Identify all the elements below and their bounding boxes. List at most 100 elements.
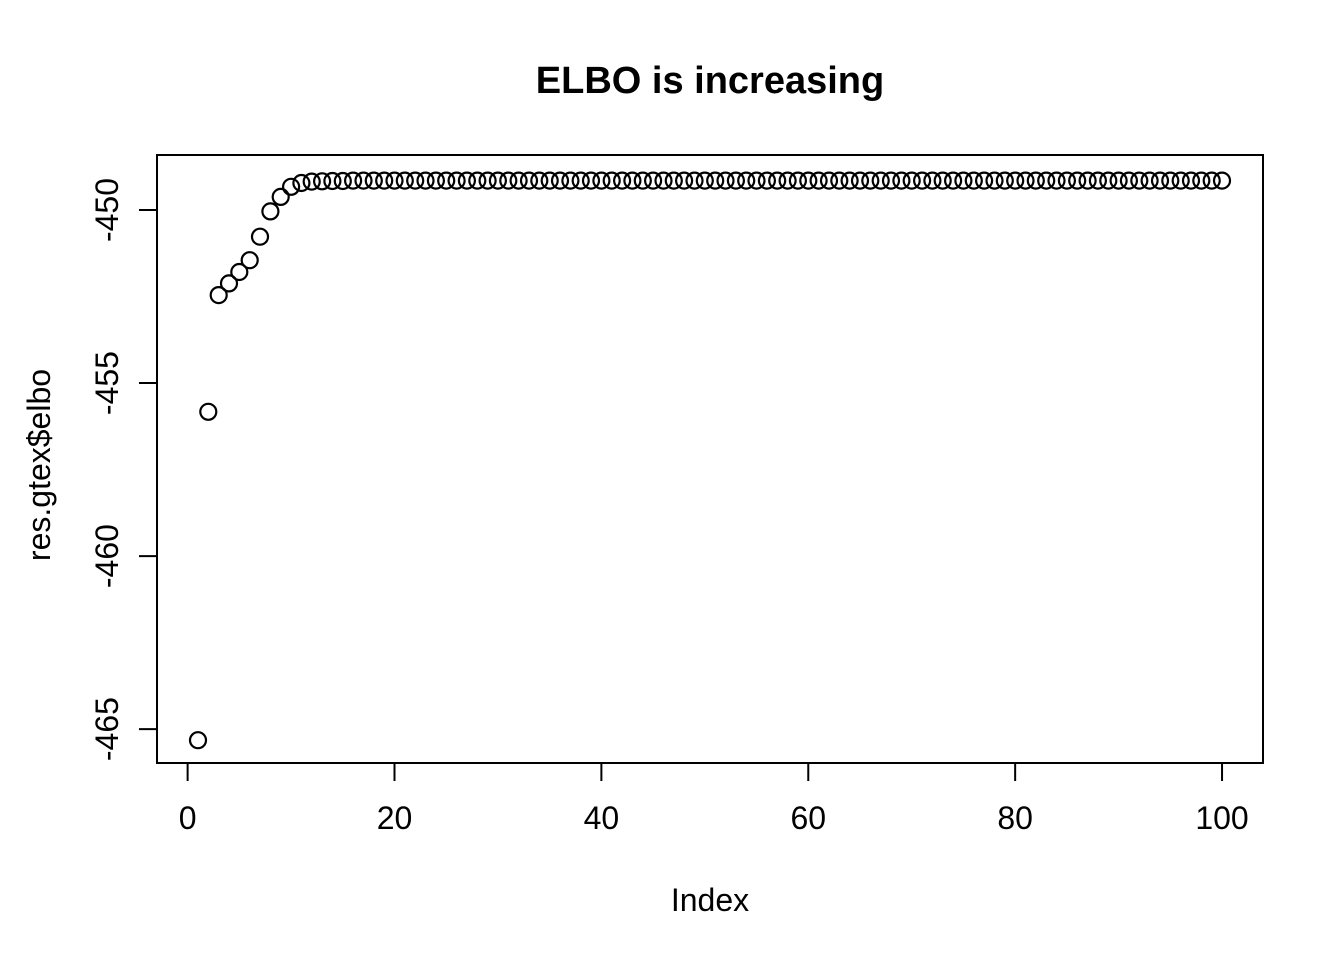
data-point: [716, 171, 735, 190]
data-point: [230, 262, 249, 282]
x-tick-label: 20: [377, 800, 413, 836]
data-point: [1078, 171, 1097, 190]
data-point: [706, 171, 725, 190]
data-point: [726, 171, 746, 190]
data-point: [199, 402, 218, 421]
data-point: [509, 171, 528, 190]
data-point: [809, 171, 828, 190]
plot-box: [156, 154, 1264, 764]
data-point: [799, 171, 818, 190]
data-point: [292, 173, 311, 193]
data-point: [985, 171, 1004, 190]
data-point: [1099, 171, 1118, 190]
data-point: [1212, 171, 1232, 190]
data-point: [550, 171, 570, 190]
x-axis-ticks: 0 20 40 60 80 100: [179, 763, 1249, 836]
data-point: [478, 171, 497, 190]
data-point: [499, 171, 518, 190]
x-tick-label: 80: [997, 800, 1033, 836]
data-point: [395, 171, 414, 190]
data-point: [282, 177, 301, 196]
data-point: [1171, 171, 1190, 190]
data-point: [561, 171, 580, 190]
data-point: [943, 171, 963, 190]
data-point: [871, 171, 890, 190]
data-point: [757, 171, 777, 190]
data-point: [912, 171, 932, 190]
data-point: [437, 171, 456, 190]
data-point: [447, 171, 466, 190]
data-point: [1047, 171, 1066, 190]
data-point: [581, 171, 601, 190]
data-point: [571, 171, 590, 190]
data-point: [219, 274, 239, 293]
data-point: [1016, 171, 1035, 190]
data-point: [302, 172, 321, 191]
data-point: [902, 171, 921, 190]
data-point: [788, 171, 808, 190]
data-point: [933, 171, 952, 190]
data-point: [892, 171, 911, 190]
data-point: [654, 171, 673, 190]
data-point: [923, 171, 942, 190]
x-tick-label: 60: [790, 800, 826, 836]
data-point: [1140, 171, 1159, 190]
data-point: [468, 171, 487, 190]
data-point: [519, 171, 539, 190]
data-point: [685, 171, 704, 190]
data-point: [1006, 171, 1025, 190]
data-point: [323, 171, 342, 191]
data-point: [840, 171, 859, 190]
data-point: [188, 731, 208, 750]
data-point: [850, 171, 870, 190]
data-point: [778, 171, 797, 190]
data-point: [819, 171, 839, 190]
data-point: [995, 171, 1014, 190]
data-point: [488, 171, 507, 190]
y-tick-label: -465: [89, 697, 125, 761]
data-point: [1202, 171, 1221, 190]
data-point: [612, 171, 632, 190]
data-point: [1057, 171, 1077, 190]
data-point: [426, 171, 445, 190]
y-tick-label: -450: [89, 178, 125, 242]
data-point: [209, 286, 228, 305]
data-point: [1109, 171, 1128, 190]
data-point: [1119, 171, 1139, 190]
data-point: [1192, 171, 1211, 190]
data-point: [830, 171, 849, 190]
data-point: [354, 171, 373, 190]
data-point: [406, 171, 425, 190]
data-point: [633, 171, 652, 190]
x-tick-label: 100: [1195, 800, 1248, 836]
data-point: [881, 171, 901, 190]
data-point: [416, 171, 435, 190]
data-point: [1130, 171, 1149, 190]
data-point: [1088, 171, 1108, 190]
y-tick-label: -460: [89, 524, 125, 588]
y-tick-label: -455: [89, 351, 125, 415]
data-point: [1150, 171, 1170, 190]
data-point: [540, 171, 559, 190]
data-point: [954, 171, 973, 190]
data-point: [643, 171, 663, 190]
data-point: [1068, 171, 1087, 190]
y-axis-label: res.gtex$elbo: [21, 369, 57, 561]
data-point: [964, 171, 983, 190]
data-point: [271, 187, 290, 206]
data-point: [364, 171, 383, 190]
data-point: [1037, 171, 1056, 190]
data-point: [375, 171, 394, 190]
data-point: [344, 171, 363, 190]
data-point: [602, 171, 621, 190]
data-point: [457, 171, 476, 190]
data-point: [674, 171, 694, 190]
data-point: [1026, 171, 1045, 190]
data-point: [530, 171, 549, 190]
data-point: [974, 171, 994, 190]
data-point: [768, 171, 787, 190]
data-point: [737, 171, 756, 190]
data-point: [240, 251, 259, 270]
